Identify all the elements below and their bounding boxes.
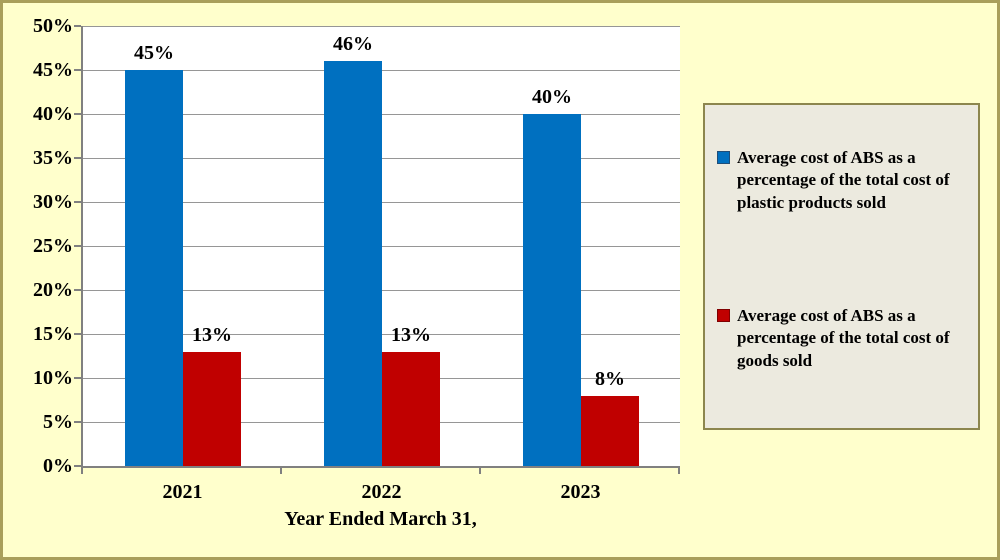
- legend: Average cost of ABS as a percentage of t…: [703, 103, 980, 430]
- bar-red-2022: [382, 351, 440, 466]
- bar-value-label: 45%: [134, 42, 174, 64]
- x-category-label: 2023: [560, 481, 601, 503]
- y-tick-label: 30%: [33, 191, 73, 213]
- bar-red-2021: [183, 351, 241, 466]
- bar-value-label: 13%: [192, 323, 232, 346]
- x-tick: [479, 468, 481, 474]
- bar-blue-2021: [125, 70, 183, 466]
- y-tick-label: 35%: [33, 147, 73, 169]
- x-tick: [81, 468, 83, 474]
- x-category-label: 2022: [361, 481, 402, 503]
- x-axis-title: Year Ended March 31,: [284, 508, 477, 530]
- legend-label: Average cost of ABS as a percentage of t…: [737, 306, 950, 370]
- y-tick: [74, 377, 81, 379]
- bar-value-label: 13%: [391, 323, 431, 346]
- y-tick-label: 10%: [33, 367, 73, 389]
- y-tick-label: 50%: [33, 15, 73, 37]
- bar-value-label: 8%: [595, 367, 625, 390]
- legend-entry-plastic-products: Average cost of ABS as a percentage of t…: [717, 147, 976, 214]
- x-category-label: 2021: [162, 481, 203, 503]
- bar-blue-2023: [523, 114, 581, 466]
- y-tick: [74, 69, 81, 71]
- legend-marker-blue-icon: [717, 151, 730, 164]
- plot-area: 45% 46% 40% 13% 13% 8%: [81, 26, 680, 468]
- y-tick: [74, 421, 81, 423]
- y-tick: [74, 333, 81, 335]
- y-tick-label: 20%: [33, 279, 73, 301]
- y-tick-label: 45%: [33, 59, 73, 81]
- y-tick: [74, 289, 81, 291]
- x-tick: [678, 468, 680, 474]
- y-tick: [74, 465, 81, 467]
- legend-entry-goods-sold: Average cost of ABS as a percentage of t…: [717, 305, 976, 372]
- gridline: [83, 26, 680, 27]
- y-tick: [74, 113, 81, 115]
- y-tick: [74, 245, 81, 247]
- y-tick-label: 0%: [43, 455, 73, 477]
- y-tick-label: 5%: [43, 411, 73, 433]
- bar-value-label: 46%: [333, 33, 373, 56]
- y-tick: [74, 201, 81, 203]
- bar-value-label: 40%: [532, 86, 572, 108]
- y-tick: [74, 157, 81, 159]
- y-tick-label: 25%: [33, 235, 73, 257]
- x-tick: [280, 468, 282, 474]
- legend-marker-red-icon: [717, 309, 730, 322]
- legend-label: Average cost of ABS as a percentage of t…: [737, 148, 950, 212]
- y-tick-label: 40%: [33, 103, 73, 125]
- y-tick-label: 15%: [33, 323, 73, 345]
- y-tick: [74, 25, 81, 27]
- bar-blue-2022: [324, 61, 382, 466]
- bar-red-2023: [581, 395, 639, 466]
